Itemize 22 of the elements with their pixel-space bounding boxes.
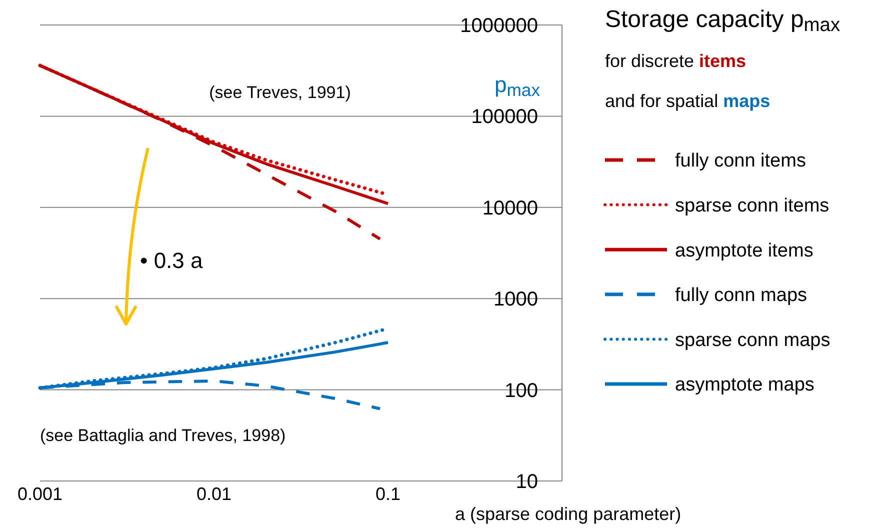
y-tick-label: 1000 bbox=[494, 288, 538, 311]
y-axis-title: p$_{max}$ bbox=[494, 72, 540, 100]
x-tick-label: 0.01 bbox=[196, 484, 232, 504]
legend-label: fully conn maps bbox=[675, 285, 808, 306]
annotation: (see Treves, 1991) bbox=[209, 83, 351, 102]
x-axis-title: a (sparse coding parameter) bbox=[455, 504, 682, 524]
y-tick-label: 10000 bbox=[482, 197, 538, 220]
legend-label: asymptote items bbox=[675, 240, 814, 262]
legend-label: fully conn items bbox=[675, 150, 806, 172]
annotation: • 0.3 a bbox=[140, 248, 204, 273]
y-tick-label: 1000000 bbox=[460, 15, 538, 37]
y-tick-label: 10 bbox=[516, 471, 538, 493]
annotation: (see Battaglia and Treves, 1998) bbox=[40, 426, 286, 445]
x-tick-label: 0.001 bbox=[17, 484, 63, 504]
y-tick-label: 100000 bbox=[471, 106, 538, 128]
text: Storage capacity p$_{max}$ bbox=[605, 6, 840, 36]
legend-label: asymptote maps bbox=[675, 374, 814, 396]
text: for discrete items and for spatial maps bbox=[605, 51, 770, 111]
y-tick-label: 100 bbox=[504, 380, 538, 402]
legend-label: sparse conn items bbox=[675, 195, 830, 216]
x-tick-label: 0.1 bbox=[375, 484, 401, 504]
legend-label: sparse conn maps bbox=[675, 330, 830, 351]
